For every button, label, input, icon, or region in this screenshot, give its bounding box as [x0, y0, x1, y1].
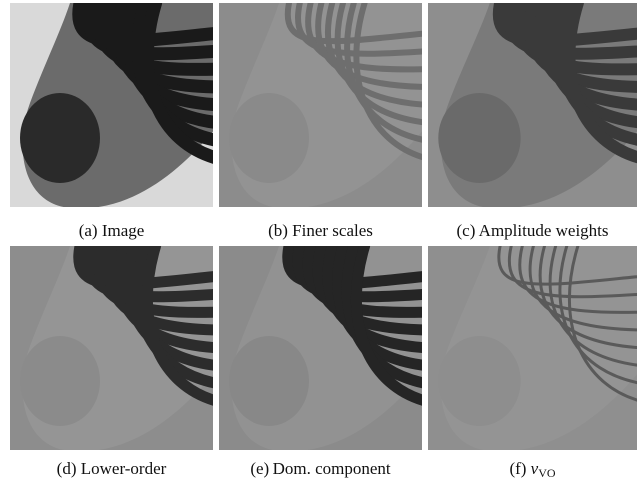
zebra-nose: [229, 93, 309, 183]
zebra-nose: [20, 93, 100, 183]
image-panel: [428, 246, 637, 450]
zebra-stripe: [350, 246, 422, 406]
zebra-stripe: [497, 246, 637, 286]
caption-label: (f): [509, 459, 526, 478]
zebra-stripe: [344, 3, 422, 143]
caption: (d) Lower-order: [57, 459, 167, 478]
zebra-stripe: [558, 246, 637, 384]
caption-label: (d) Lower-order: [57, 459, 167, 478]
caption: (c) Amplitude weights: [456, 221, 608, 240]
caption-label: (c) Amplitude weights: [456, 221, 608, 240]
zebra-stripe: [353, 3, 422, 160]
caption-label: (a) Image: [79, 221, 145, 240]
caption-label: (b) Finer scales: [268, 221, 373, 240]
zebra-stripe: [507, 246, 637, 299]
caption: (e) Dom. component: [250, 459, 391, 478]
zebra-stripe: [141, 246, 213, 406]
image-panel: [219, 3, 422, 207]
zebra-nose: [438, 93, 521, 183]
caption: (b) Finer scales: [268, 221, 373, 240]
caption-symbol: v: [531, 459, 539, 478]
zebra-stripe: [548, 246, 637, 367]
zebra-stripe: [563, 3, 637, 164]
zebra-stripe: [567, 246, 637, 402]
zebra-nose: [20, 336, 100, 426]
image-panel: [10, 246, 213, 450]
image-panel: [428, 3, 637, 207]
caption-subscript: VO: [538, 466, 556, 480]
caption-label: (e) Dom. component: [250, 459, 391, 478]
caption: (a) Image: [79, 221, 145, 240]
image-panel: [219, 246, 422, 450]
zebra-nose: [438, 336, 521, 426]
caption: (f) vVO: [509, 459, 555, 480]
zebra-nose: [229, 336, 309, 426]
image-panel: [10, 3, 213, 207]
zebra-stripe: [140, 3, 213, 164]
